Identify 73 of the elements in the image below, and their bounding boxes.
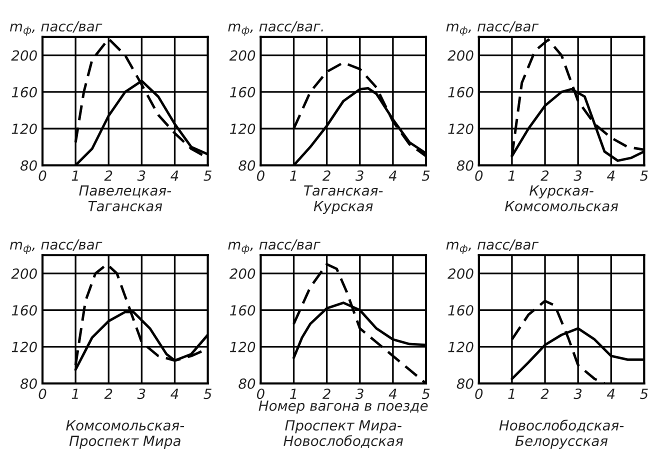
x-tick-label: 1: [290, 170, 296, 181]
x-axis-title: Курская- Комсомольская: [504, 185, 618, 212]
y-axis-title: m$_{ф}$, пасс/ваг: [10, 21, 102, 36]
y-tick-label: 160: [12, 86, 37, 98]
x-axis-title: Павелецкая- Таганская: [79, 185, 172, 212]
y-axis-title: m$_{ф}$, пасс/ваг: [446, 21, 539, 36]
x-tick-label: 1: [72, 170, 78, 181]
x-tick-label: 3: [355, 388, 364, 400]
x-tick-label: 3: [137, 170, 146, 181]
y-axis-title: m$_{ф}$, пасс/ваг: [446, 239, 539, 254]
y-tick-label: 200: [448, 268, 474, 279]
x-tick-label: 2: [104, 170, 112, 181]
y-tick-label: 200: [448, 50, 474, 61]
y-tick-label: 120: [12, 342, 37, 352]
y-tick-label: 160: [230, 305, 256, 316]
y-tick-label: 80: [238, 160, 256, 171]
y-tick-label: 200: [11, 50, 37, 61]
x-tick-label: 5: [640, 170, 648, 181]
x-tick-label: 2: [104, 388, 112, 399]
y-tick-label: 160: [12, 305, 37, 316]
x-tick-label: 3: [355, 170, 364, 181]
x-tick-label: 3: [137, 388, 146, 400]
x-tick-label: 3: [574, 388, 582, 400]
y-tick-label: 160: [448, 86, 474, 98]
y-tick-label: 80: [238, 378, 256, 389]
y-tick-label: 120: [448, 342, 474, 352]
x-tick-label: 2: [322, 170, 330, 181]
y-tick-label: 200: [11, 268, 37, 279]
x-tick-label: 1: [72, 388, 78, 399]
x-tick-label: 0: [256, 388, 264, 400]
text: Номер вагона в поезде: [258, 400, 428, 414]
x-tick-label: 0: [256, 170, 264, 181]
x-axis-title: Комсомольская- Проспект Мира: [66, 420, 184, 449]
x-tick-label: 0: [38, 388, 46, 400]
x-tick-label: 5: [204, 170, 212, 181]
x-tick-label: 1: [508, 388, 514, 399]
y-tick-label: 80: [20, 160, 37, 171]
y-tick-label: 200: [229, 50, 256, 61]
x-tick-label: 0: [475, 388, 483, 400]
y-tick-label: 160: [448, 305, 474, 316]
x-tick-label: 4: [388, 170, 396, 181]
x-tick-label: 2: [540, 170, 549, 181]
x-tick-label: 2: [322, 388, 330, 399]
y-tick-label: 80: [456, 378, 474, 389]
x-axis-title: Новослободская- Белорусская: [499, 420, 624, 449]
y-tick-label: 120: [448, 124, 474, 134]
x-tick-label: 5: [422, 388, 430, 400]
x-tick-label: 0: [38, 170, 46, 181]
x-tick-label: 4: [170, 170, 178, 181]
y-axis-title: m$_{ф}$, пасс/ваг: [228, 239, 320, 254]
x-tick-label: 1: [290, 388, 296, 399]
x-tick-label: 4: [388, 388, 396, 399]
x-tick-label: 5: [640, 388, 648, 400]
x-axis-title: Таганская- Курская: [304, 185, 383, 214]
x-tick-label: 4: [606, 388, 615, 399]
x-tick-label: 5: [422, 170, 430, 181]
x-tick-label: 0: [475, 170, 483, 181]
y-tick-label: 200: [229, 268, 256, 279]
y-tick-label: 120: [230, 124, 256, 134]
y-tick-label: 160: [230, 86, 256, 98]
x-tick-label: 3: [574, 170, 582, 181]
x-tick-label: 4: [606, 170, 615, 181]
y-tick-label: 80: [20, 378, 37, 389]
y-axis-title: m$_{ф}$, пасс/ваг: [10, 239, 102, 254]
y-axis-title: m$_{ф}$, пасс/ваг.: [228, 21, 323, 36]
x-axis-title: Проспект Мира- Новослободская: [284, 420, 403, 448]
y-tick-label: 120: [230, 342, 256, 352]
y-tick-label: 80: [456, 160, 474, 171]
y-tick-label: 120: [12, 124, 37, 134]
x-tick-label: 1: [508, 170, 514, 181]
x-tick-label: 2: [540, 388, 549, 399]
x-tick-label: 5: [204, 388, 212, 400]
x-tick-label: 4: [170, 388, 178, 399]
